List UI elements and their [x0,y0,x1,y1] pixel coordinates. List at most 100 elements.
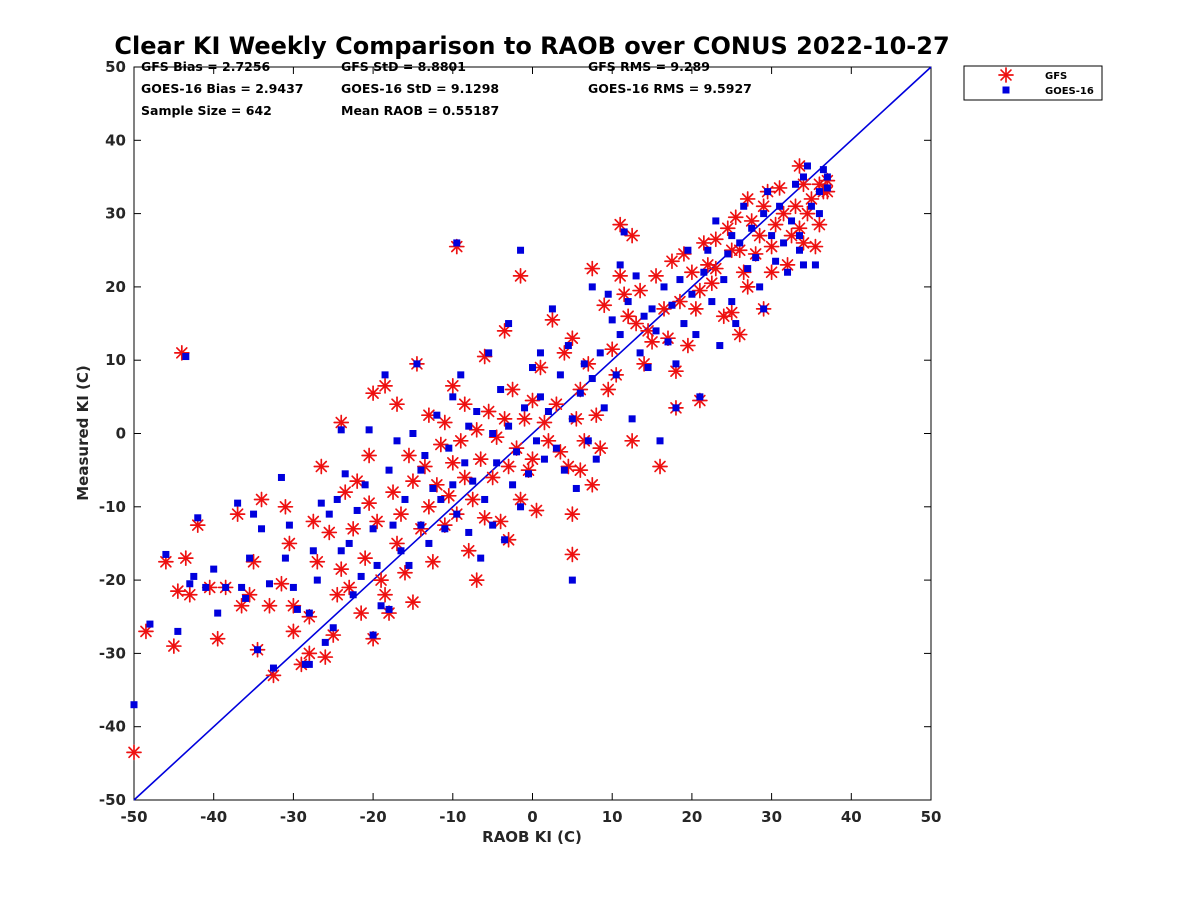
gfs-point [648,268,664,284]
gfs-point [739,279,756,295]
goes16-point [425,539,433,547]
x-tick-label: 10 [602,808,623,826]
gfs-point [369,513,385,530]
gfs-point [468,572,485,588]
gfs-point [496,323,513,339]
gfs-point [676,246,692,262]
gfs-point [612,216,629,233]
goes16-point [688,290,696,298]
gfs-point [775,205,792,222]
gfs-point [723,304,740,321]
gfs-point [401,447,417,464]
stat-goes-std: GOES-16 StD = 9.1298 [341,81,499,96]
gfs-point [357,550,373,566]
goes16-point [309,547,317,555]
goes16-point [672,360,680,368]
y-tick-label: 30 [105,205,126,223]
gfs-point [341,579,358,596]
goes16-point [560,466,568,474]
gfs-point [436,414,453,431]
gfs-point [181,586,198,603]
gfs-point [158,553,174,570]
goes16-point [632,272,640,280]
goes16-point [433,411,441,419]
gfs-point [572,462,589,478]
gfs-point [444,378,461,394]
goes16-point [760,305,768,313]
gfs-point [512,491,529,508]
goes16-point [720,276,728,284]
y-tick-label: -20 [99,571,126,589]
gfs-point [468,421,485,438]
goes16-point [489,521,497,529]
goes16-point [182,353,190,361]
goes16-point [680,320,688,328]
gfs-point [233,597,250,614]
goes16-point [449,393,457,401]
legend-goes16-label: GOES-16 [1045,86,1094,97]
gfs-point [548,396,565,413]
goes16-point [365,426,373,434]
goes16-point [238,583,246,591]
stat-mean-raob: Mean RAOB = 0.55187 [341,103,499,118]
gfs-point [337,484,354,500]
gfs-point [739,191,756,207]
gfs-point [787,198,804,215]
x-tick-label: -10 [439,808,466,826]
y-tick-label: 0 [116,425,126,443]
gfs-point [612,268,629,284]
goes16-point [815,188,823,196]
goes16-point [265,580,273,588]
gfs-point [405,594,421,610]
goes16-point [799,261,807,269]
x-tick-labels: -50 -40 -30 -20 -10 0 10 20 30 40 50 [120,808,941,826]
gfs-point [564,506,581,522]
gfs-point [632,282,648,299]
x-tick-label: 0 [527,808,537,826]
gfs-point [624,227,640,244]
gfs-point [536,414,553,431]
x-tick-label: -50 [120,808,147,826]
goes16-point [258,525,266,533]
gfs-point [317,649,334,665]
goes16-point [696,393,704,401]
gfs-point [496,410,513,427]
gfs-point [345,520,362,537]
gfs-point [703,275,720,292]
goes16-point [568,576,576,584]
gfs-point [253,491,270,508]
goes16-point [401,495,409,503]
goes16-point [792,180,800,188]
goes16-point [536,349,544,357]
gfs-point [397,564,413,581]
goes16-point [421,451,429,459]
goes16-point [624,298,632,306]
gfs-point [126,744,142,761]
goes16-point [485,349,493,357]
gfs-point [444,454,461,471]
stat-goes-bias: GOES-16 Bias = 2.9437 [141,81,303,96]
goes16-point [548,305,556,313]
stat-sample-size: Sample Size = 642 [141,103,272,118]
gfs-point [189,517,206,533]
goes16-point [465,422,473,430]
goes16-point [521,404,529,412]
goes16-point [799,173,807,181]
gfs-point [719,220,736,237]
goes16-point [803,162,811,170]
stat-gfs-std: GFS StD = 8.8801 [341,59,466,74]
gfs-point [656,301,672,317]
gfs-point [604,341,621,358]
goes16-point [174,627,182,635]
gfs-point [540,432,557,449]
goes16-point [317,499,325,507]
goes16-point [780,239,788,247]
goes16-point [202,583,210,591]
gfs-point [564,546,581,563]
goes16-point [648,305,656,313]
goes16-point [242,594,250,602]
goes16-point [608,316,616,324]
gfs-point [480,403,497,420]
gfs-point [321,524,338,541]
goes16-point [724,250,732,258]
